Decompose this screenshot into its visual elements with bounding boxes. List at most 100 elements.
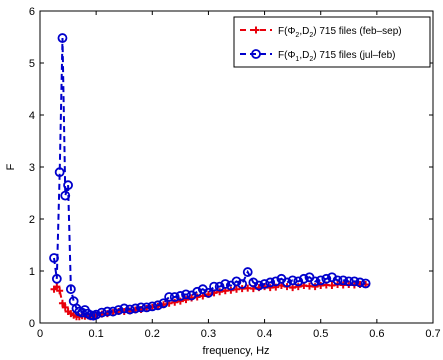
data-point	[265, 277, 276, 288]
data-point	[63, 180, 73, 191]
y-tick-label: 5	[29, 58, 35, 70]
data-point	[343, 276, 354, 287]
data-point	[192, 286, 203, 297]
legend-label-part: 2	[295, 32, 299, 39]
x-tick-label: 0.2	[145, 328, 160, 340]
data-point	[171, 298, 179, 306]
data-point	[209, 281, 219, 292]
data-point	[254, 280, 264, 291]
data-point	[242, 267, 253, 277]
data-point	[287, 275, 298, 286]
x-tick-label: 0.1	[88, 328, 103, 340]
y-tick-label: 4	[29, 110, 35, 122]
data-point	[119, 303, 130, 314]
data-point	[164, 292, 175, 302]
data-point	[136, 302, 146, 313]
legend-marker	[251, 49, 261, 59]
data-point	[130, 303, 141, 314]
data-point	[124, 304, 135, 315]
legend-label-part: F(Φ	[278, 26, 295, 37]
legend-label-part: ) 715 files (jul–feb)	[313, 50, 395, 61]
data-point	[141, 302, 152, 313]
data-point	[108, 306, 118, 317]
legend-label-part: ,D	[299, 50, 309, 61]
data-point	[176, 297, 184, 305]
axes: 0 0.1 0.2 0.3 0.4 0.5 0.6 0.7 0 1 2 3 4 5 6	[29, 6, 441, 340]
data-point	[289, 284, 297, 292]
x-tick-label: 0.4	[257, 328, 272, 340]
x-tick-label: 0.5	[313, 328, 328, 340]
data-point	[259, 279, 270, 289]
data-point	[332, 275, 343, 286]
legend-entry: F(Φ1,D2) 715 files (jul–feb)	[240, 49, 396, 63]
data-point	[216, 288, 224, 296]
data-point	[51, 273, 62, 284]
data-point	[57, 33, 68, 43]
data-point	[182, 296, 190, 304]
data-point	[310, 276, 321, 287]
data-point	[349, 276, 360, 287]
data-point	[96, 307, 107, 318]
data-point	[282, 277, 292, 288]
legend-label-part: ) 715 files (feb–sep)	[313, 26, 401, 37]
data-point	[91, 309, 102, 320]
legend-box	[233, 16, 431, 68]
data-point	[328, 282, 336, 290]
data-point	[147, 301, 158, 312]
data-point	[270, 276, 281, 287]
data-point	[158, 298, 169, 309]
legend-label-part: 2	[309, 32, 313, 39]
x-tick-label: 0.3	[201, 328, 216, 340]
data-point	[338, 275, 349, 286]
x-axis-label: frequency, Hz	[202, 345, 269, 357]
legend-marker	[252, 26, 260, 34]
legend-label-part: ,D	[299, 26, 309, 37]
series-2	[49, 33, 371, 321]
data-point	[181, 289, 191, 300]
legend-label-part: 2	[309, 56, 313, 63]
data-point	[355, 277, 365, 288]
y-tick-label: 1	[29, 266, 35, 278]
data-point	[214, 281, 225, 292]
y-tick-label: 2	[29, 214, 35, 226]
x-tick-label: 0.7	[425, 328, 440, 340]
data-point	[102, 306, 113, 317]
data-point	[231, 276, 242, 287]
legend-entry: F(Φ2,D2) 715 files (feb–sep)	[240, 26, 402, 39]
data-point	[56, 287, 64, 295]
y-tick-label: 0	[29, 318, 35, 330]
data-point	[311, 283, 319, 291]
data-point	[77, 307, 88, 318]
data-point	[53, 283, 61, 291]
y-tick-label: 3	[29, 162, 35, 174]
data-point	[113, 305, 124, 315]
data-point	[58, 299, 66, 307]
data-point	[237, 279, 248, 289]
data-point	[61, 303, 69, 311]
data-point	[152, 300, 163, 311]
data-point	[49, 253, 59, 263]
legend-label-part: 1	[295, 56, 299, 63]
x-tick-label: 0.6	[369, 328, 384, 340]
legend-label-part: F(Φ	[278, 50, 295, 61]
data-point	[315, 275, 326, 286]
y-axis-label: F	[5, 163, 17, 170]
data-point	[65, 284, 76, 295]
data-point	[321, 273, 332, 284]
data-point	[298, 273, 309, 284]
data-point	[294, 283, 302, 291]
legend-label: F(Φ1,D2) 715 files (jul–feb)	[278, 50, 396, 63]
legend: F(Φ2,D2) 715 files (feb–sep)F(Φ1,D2) 715…	[233, 16, 431, 68]
data-point	[360, 278, 371, 289]
data-point	[175, 291, 186, 301]
data-point	[60, 190, 71, 201]
y-tick-label: 6	[29, 6, 35, 18]
x-tick-label: 0	[37, 328, 43, 340]
legend-label: F(Φ2,D2) 715 files (feb–sep)	[278, 26, 402, 39]
series-layer	[49, 33, 371, 321]
data-point	[220, 279, 231, 289]
data-point	[293, 276, 304, 287]
data-point	[203, 287, 214, 298]
data-point	[169, 292, 180, 302]
